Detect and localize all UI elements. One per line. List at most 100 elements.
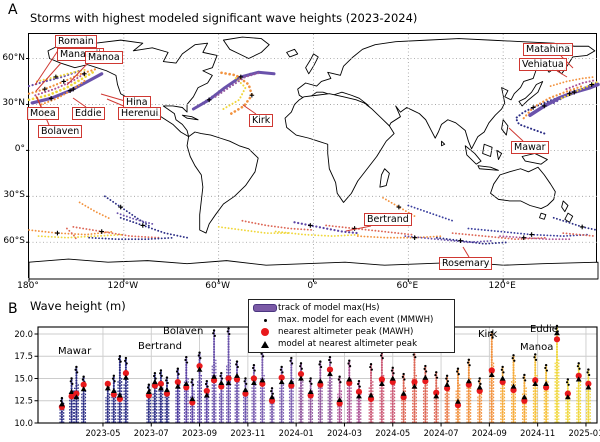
triangle-icon [252,340,278,348]
mmwh-dot [369,363,373,366]
mmwh-dot [308,380,311,383]
storm-track [78,201,113,221]
event-strip [454,367,462,424]
coastline [287,49,298,57]
event-strip [163,376,171,424]
model-at-peak-triangle [444,381,451,387]
y-tick-label: 15.0 [14,373,33,383]
x-tick-label: 2024-03 [327,428,362,438]
mmwh-dot [235,363,238,366]
model-at-peak-triangle [327,371,333,377]
event-strip [444,374,451,424]
event-strip [73,365,80,424]
mmwh-dot [576,365,580,368]
storm-track [467,227,590,237]
event-strip [242,377,249,424]
mmwh-dot [403,378,406,381]
model-at-peak-triangle [269,394,275,400]
plus-marker [140,223,146,228]
mmwh-dot [299,362,303,365]
mmwh-dot [565,381,569,384]
model-at-peak-triangle [151,379,158,385]
mmwh-dot [468,364,471,367]
map-ytick-label: 0° [14,144,25,155]
event-strip [367,363,375,424]
event-strip [68,377,75,424]
model-at-peak-triangle [455,398,461,404]
mmwh-dot [511,357,514,360]
legend-label: track of model max(Hs) [278,303,380,313]
mawh-red-dot [196,362,203,370]
coastline [540,213,546,219]
mmwh-dot [533,356,536,359]
mmwh-dot [212,332,215,335]
plus-marker [61,79,67,84]
mmwh-dot [534,353,537,356]
model-at-peak-triangle [211,373,217,379]
event-annotation-eddie: Eddie [530,324,558,335]
mmwh-dot [577,362,580,365]
plus-marker [567,91,572,97]
mmwh-dot [253,369,256,372]
storm-track [241,219,315,231]
mawh-red-dot [250,375,258,382]
plus-marker [70,86,76,92]
coastline [48,40,217,136]
mmwh-dot [113,380,116,383]
y-tick-label: 17.5 [14,351,33,361]
x-tick-label: 2024-05 [375,428,410,438]
event-strip [183,355,190,424]
mawh-red-dot [532,377,539,384]
storm-track [66,227,78,241]
mmwh-dot [523,373,526,377]
mmwh-dot [198,351,201,354]
mmwh-dot [501,365,504,369]
map-xtick-label: 120°E [488,281,516,291]
plus-marker [99,229,105,234]
model-at-peak-triangle [104,385,111,391]
x-tick-label: 2024-07 [424,428,459,438]
storm-track [72,226,160,239]
mawh-red-dot [355,388,363,395]
coastline [182,115,198,120]
mmwh-dot [60,396,64,400]
coastline [522,153,547,164]
event-strip [521,373,528,424]
plus-marker [48,96,54,101]
mmwh-dot [318,363,321,366]
mmwh-dot [74,368,77,371]
mmwh-dot [478,377,481,380]
model-at-peak-triangle [554,330,560,336]
event-strip [411,350,418,424]
mmwh-dot [118,355,122,358]
storm-label-matahina: Matahina [523,43,574,56]
map-xtick-label: 60°W [205,281,231,291]
model-at-peak-triangle [510,383,517,389]
mmwh-dot [71,382,74,385]
storm-track [217,226,291,234]
mmwh-dot [392,372,395,375]
mmwh-dot [166,381,169,385]
coastline [306,54,319,74]
storm-track [325,224,413,236]
mawh-red-dot [157,380,165,387]
label-leader-line [345,225,372,232]
track-patch-icon [252,304,278,312]
mmwh-dot [457,373,460,376]
storm-track [222,75,247,110]
event-strip [210,329,218,424]
event-strip [326,355,334,424]
mawh-red-dot [174,378,181,386]
mmwh-dot [226,330,229,333]
model-at-peak-triangle [174,383,181,389]
coastline [478,166,499,171]
event-strip [433,371,440,424]
mawh-red-dot [297,370,305,378]
event-strip [196,351,203,424]
mawh-red-dot [433,389,440,396]
legend-row-mawh: nearest altimeter peak (MAWH) [252,326,450,338]
mmwh-dot [319,360,322,363]
event-strip [189,378,196,424]
mmwh-dot [555,327,558,330]
